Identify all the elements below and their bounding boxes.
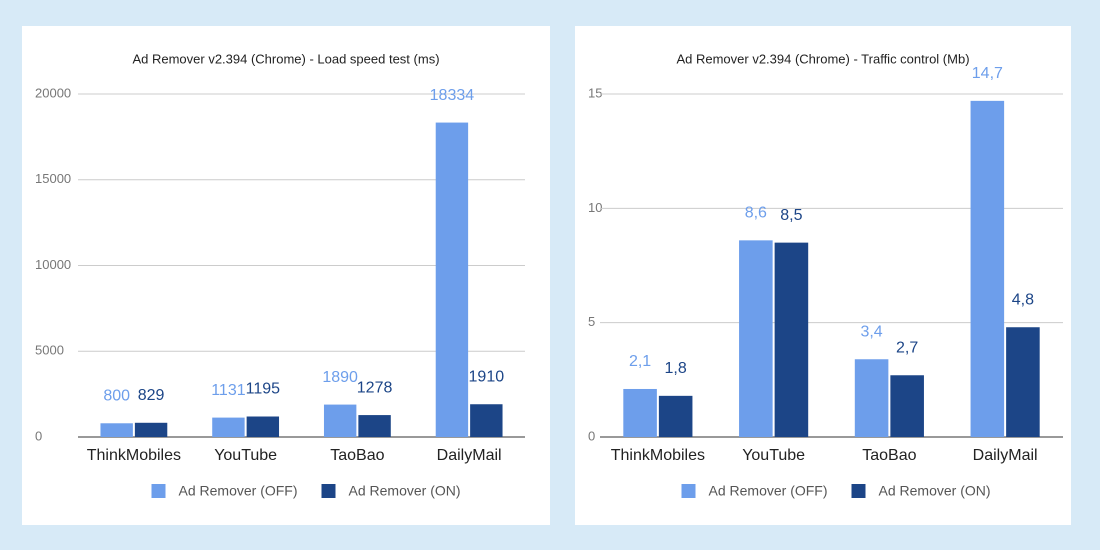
bar (212, 417, 245, 437)
x-tick-label: DailyMail (437, 447, 502, 464)
bar (890, 375, 924, 437)
value-label: 800 (103, 387, 130, 404)
bar (470, 404, 503, 437)
value-label: 18334 (430, 87, 475, 104)
value-label: 4,8 (1012, 291, 1034, 308)
x-tick-label: YouTube (214, 447, 277, 464)
value-label: 2,1 (629, 353, 651, 370)
x-tick-label: ThinkMobiles (611, 447, 705, 464)
value-label: 1,8 (665, 360, 687, 377)
value-label: 14,7 (972, 65, 1003, 82)
legend-label: Ad Remover (OFF) (709, 483, 828, 499)
value-label: 8,5 (780, 207, 802, 224)
bar (658, 395, 693, 437)
x-tick-label: ThinkMobiles (87, 447, 181, 464)
value-label: 1890 (322, 369, 358, 386)
bar (774, 242, 809, 437)
value-label: 2,7 (896, 339, 918, 356)
x-tick-label: TaoBao (330, 447, 384, 464)
y-tick-label: 0 (35, 428, 42, 443)
bar (134, 422, 168, 437)
x-tick-label: YouTube (742, 447, 805, 464)
bar (323, 404, 357, 437)
value-label: 8,6 (745, 205, 767, 222)
bar (100, 423, 133, 437)
x-tick-label: TaoBao (862, 447, 916, 464)
legend-swatch (151, 484, 166, 498)
legend-swatch (851, 484, 866, 498)
bar (246, 416, 280, 437)
y-tick-label: 20000 (35, 85, 71, 100)
legend-label: Ad Remover (OFF) (179, 483, 298, 499)
value-label: 1278 (357, 379, 393, 396)
legend-label: Ad Remover (ON) (349, 483, 461, 499)
legend-label: Ad Remover (ON) (879, 483, 991, 499)
y-tick-label: 10 (588, 200, 602, 215)
y-tick-label: 10000 (35, 257, 71, 272)
y-tick-label: 15 (588, 85, 602, 100)
bar (435, 122, 469, 437)
bar (358, 415, 391, 437)
value-label: 829 (138, 387, 165, 404)
y-tick-label: 5000 (35, 343, 64, 358)
bar (1006, 327, 1040, 437)
bar (970, 100, 1005, 438)
legend-swatch (681, 484, 696, 498)
value-label: 1910 (469, 368, 505, 385)
y-tick-label: 15000 (35, 171, 71, 186)
value-label: 3,4 (860, 323, 882, 340)
value-label: 1195 (246, 381, 281, 398)
y-tick-label: 0 (588, 428, 595, 443)
x-tick-label: DailyMail (973, 447, 1038, 464)
chart-title: Ad Remover v2.394 (Chrome) - Load speed … (132, 51, 439, 66)
value-label: 1131 (211, 382, 246, 399)
y-tick-label: 5 (588, 314, 595, 329)
chart-title: Ad Remover v2.394 (Chrome) - Traffic con… (676, 51, 969, 66)
bar (854, 359, 889, 437)
legend-swatch (321, 484, 336, 498)
bar (623, 388, 657, 437)
bar (739, 240, 773, 437)
